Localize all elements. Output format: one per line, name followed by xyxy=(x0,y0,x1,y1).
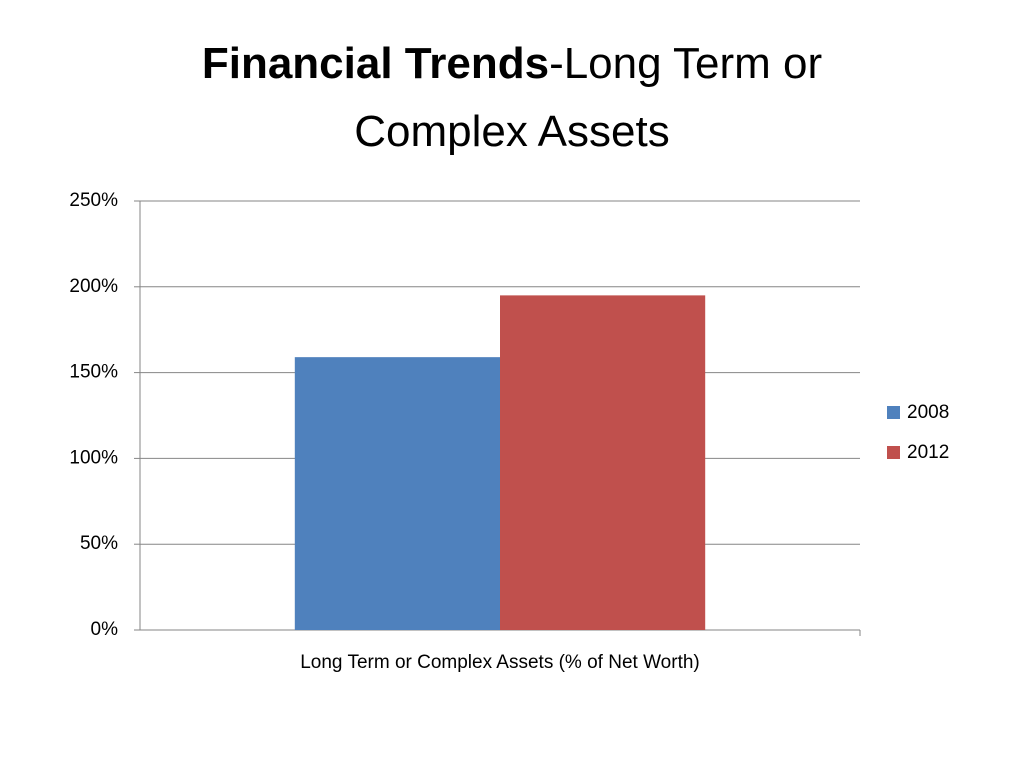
x-tick-label: Long Term or Complex Assets (% of Net Wo… xyxy=(300,652,700,673)
y-tick-label: 150% xyxy=(69,362,118,383)
y-tick-label: 200% xyxy=(69,276,118,297)
y-tick-label: 50% xyxy=(80,533,118,554)
legend-label: 2012 xyxy=(907,442,949,463)
bar xyxy=(500,295,706,630)
legend-label: 2008 xyxy=(907,402,949,423)
y-tick-label: 0% xyxy=(91,619,119,640)
y-tick-label: 250% xyxy=(69,190,118,211)
legend-swatch xyxy=(887,446,900,459)
bar xyxy=(294,357,500,630)
y-tick-label: 100% xyxy=(69,447,118,468)
legend-swatch xyxy=(887,406,900,419)
title-rest: -Long Term or Complex Assets xyxy=(354,39,823,156)
chart-title: Financial Trends-Long Term or Complex As… xyxy=(132,30,892,166)
title-bold: Financial Trends xyxy=(201,39,550,88)
